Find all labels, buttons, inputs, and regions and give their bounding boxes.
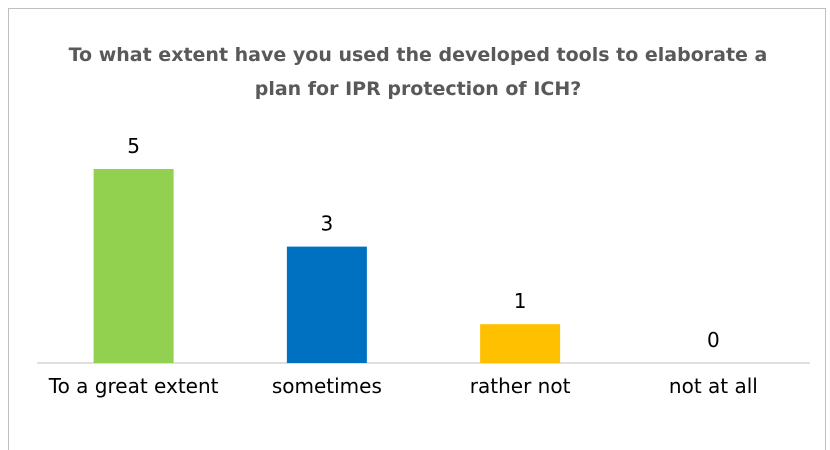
x-tick-label: not at all (668, 374, 758, 398)
value-label: 3 (321, 212, 334, 236)
chart-frame (8, 8, 826, 450)
bar (93, 169, 174, 363)
value-label: 1 (514, 289, 527, 313)
chart-title: To what extent have you used the develop… (68, 44, 768, 100)
bar (480, 324, 561, 363)
bar (286, 246, 367, 363)
value-label: 5 (127, 134, 140, 158)
x-tick-label: To a great extent (48, 374, 219, 398)
value-label: 0 (707, 328, 720, 352)
x-tick-label: rather not (469, 374, 571, 398)
x-tick-label: sometimes (271, 374, 382, 398)
